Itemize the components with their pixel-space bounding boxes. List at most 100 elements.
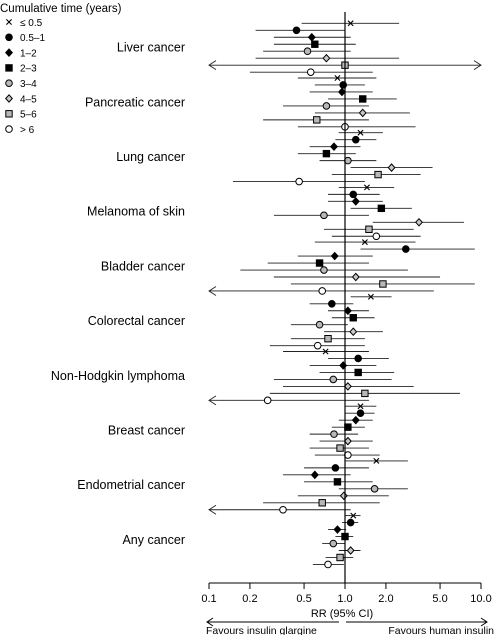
group-label: Endometrial cancer <box>77 478 185 492</box>
marker-circle-gray <box>330 430 338 438</box>
marker-cross-stroke <box>357 129 364 136</box>
group-rows <box>263 75 416 131</box>
marker-circle-filled <box>328 299 336 308</box>
marker-circle-gray <box>320 266 328 274</box>
marker-cross-stroke <box>357 403 364 410</box>
group-rows <box>208 239 475 296</box>
group-label: Pancreatic cancer <box>85 95 185 109</box>
marker-diamond-filled <box>337 87 346 97</box>
marker-diamond-gray <box>387 163 396 172</box>
group-rows <box>269 293 392 350</box>
marker-cross-stroke <box>322 348 329 355</box>
group-label: Bladder cancer <box>101 259 185 273</box>
group-label: Lung cancer <box>116 150 185 164</box>
marker-diamond-filled <box>330 251 339 261</box>
marker-cross-stroke <box>367 293 374 300</box>
marker-square-gray <box>361 389 369 398</box>
marker-square-gray <box>365 225 373 233</box>
marker-circle-open <box>5 125 13 133</box>
marker-circle-gray <box>5 79 13 87</box>
marker-circle-open <box>263 396 272 405</box>
marker-square-gray <box>318 499 326 507</box>
marker-square-gray <box>374 170 382 179</box>
marker-square-filled <box>5 64 13 72</box>
legend-entry-label: > 6 <box>20 125 35 136</box>
marker-square-filled <box>315 259 324 267</box>
marker-circle-open <box>295 177 303 186</box>
marker-square-gray <box>324 334 332 343</box>
marker-cross-stroke <box>361 239 368 246</box>
marker-square-gray <box>379 280 387 288</box>
favours-left-label: Favours insulin glargine <box>206 625 317 635</box>
marker-circle-filled <box>346 518 355 527</box>
x-axis-label: RR (95% CI) <box>311 608 373 620</box>
legend-entry-label: 2–3 <box>20 64 37 75</box>
legend-entry-label: 5–6 <box>20 110 37 121</box>
marker-circle-open <box>313 341 322 350</box>
legend-entry-label: 4–5 <box>20 94 37 105</box>
favours-left-arrowhead <box>206 617 214 627</box>
marker-diamond-filled <box>351 415 360 425</box>
marker-cross <box>367 293 374 300</box>
marker-cross <box>363 184 370 191</box>
marker-cross-stroke <box>347 20 354 27</box>
group-label: Breast cancer <box>108 424 185 438</box>
marker-diamond-gray <box>343 436 352 446</box>
favours-right-arrowhead <box>480 617 488 627</box>
marker-circle-filled <box>402 245 410 253</box>
marker-circle-gray <box>322 102 331 110</box>
marker-diamond-gray <box>358 108 367 118</box>
group-rows <box>312 512 361 569</box>
marker-cross-stroke <box>6 19 12 25</box>
marker-diamond-filled <box>343 306 352 316</box>
marker-cross <box>357 129 364 136</box>
group-label: Colorectal cancer <box>88 314 185 328</box>
group-rows <box>208 348 460 406</box>
marker-cross <box>373 457 380 464</box>
legend-entry-label: 1–2 <box>20 48 37 59</box>
marker-square-gray <box>336 553 344 562</box>
group-rows <box>208 457 408 515</box>
favours-right-label: Favours human insulin <box>388 625 494 635</box>
marker-diamond-gray <box>5 94 13 103</box>
x-tick-label: 5.0 <box>432 593 447 605</box>
marker-cross-stroke <box>334 75 341 81</box>
marker-circle-gray <box>315 320 324 329</box>
x-tick-label: 1.0 <box>337 593 352 605</box>
group-label: Any cancer <box>122 533 185 547</box>
legend-entry-label: 0.5–1 <box>20 33 45 44</box>
marker-cross <box>334 75 341 81</box>
marker-circle-gray <box>329 375 338 384</box>
marker-cross <box>322 348 329 355</box>
x-tick-label: 0.2 <box>242 593 257 605</box>
marker-square-filled <box>359 95 367 103</box>
group-label: Non-Hodgkin lymphoma <box>51 369 185 383</box>
marker-circle-filled <box>292 26 301 35</box>
marker-cross <box>6 19 12 25</box>
legend-entry-label: ≤ 0.5 <box>20 18 43 29</box>
marker-cross-stroke <box>363 184 370 191</box>
marker-circle-open <box>318 287 327 295</box>
marker-circle-gray <box>303 47 312 56</box>
marker-cross <box>350 512 357 519</box>
marker-square-gray <box>336 444 344 452</box>
marker-diamond-gray <box>415 217 423 227</box>
ci-arrow-left <box>208 395 217 406</box>
group-labels: Liver cancer Pancreatic cancer Lung cancer… <box>51 41 185 547</box>
x-tick-label: 2.0 <box>378 593 393 605</box>
marker-square-filled <box>349 314 357 322</box>
x-tick-label: 0.5 <box>296 593 311 605</box>
legend-title: Cumulative time (years) <box>0 3 122 15</box>
marker-diamond-filled <box>333 525 342 534</box>
marker-square-filled <box>311 40 319 48</box>
marker-circle-filled <box>354 354 362 363</box>
marker-diamond-filled <box>330 142 338 151</box>
ci-arrow-left <box>208 504 217 515</box>
marker-square-gray <box>5 110 13 118</box>
group-label: Melanoma of skin <box>87 205 185 219</box>
marker-circle-gray <box>370 485 379 493</box>
marker-diamond-gray <box>349 327 358 337</box>
ci-arrow-right <box>473 60 482 71</box>
marker-circle-open <box>324 560 332 569</box>
x-axis: 0.1 0.2 0.5 1.0 2.0 5.0 10.0 RR (95% CI) Favours… <box>201 12 494 635</box>
